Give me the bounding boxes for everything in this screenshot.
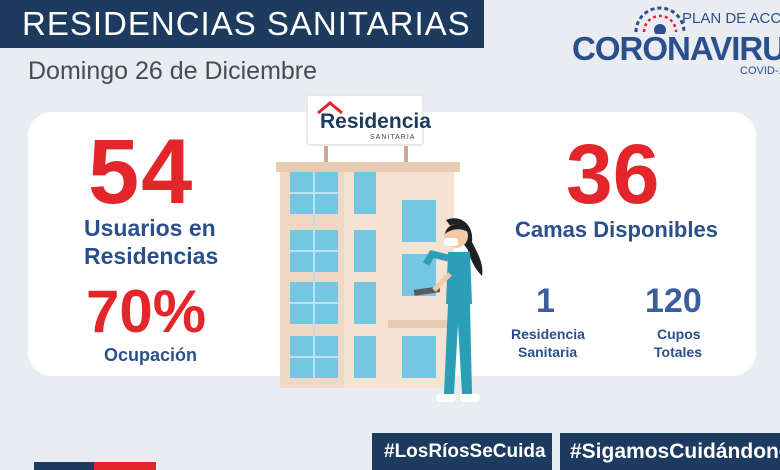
flag-stripe-red bbox=[94, 462, 156, 470]
date-label: Domingo 26 de Diciembre bbox=[28, 57, 318, 85]
building-illustration bbox=[276, 140, 460, 388]
residences-label-line1: Residencia bbox=[511, 326, 585, 342]
flag-stripe-blue bbox=[34, 462, 94, 470]
slots-label-line2: Totales bbox=[654, 344, 702, 360]
sign-name: Residencia bbox=[320, 110, 431, 133]
occupancy-label: Ocupación bbox=[104, 345, 198, 365]
beds-value: 36 bbox=[566, 127, 660, 221]
slots-label-line1: Cupos bbox=[657, 326, 701, 342]
slots-value: 120 bbox=[645, 282, 702, 320]
sun-icon bbox=[634, 6, 686, 34]
users-value: 54 bbox=[88, 121, 195, 223]
logo-brand-text: CORONAVIRUS bbox=[572, 30, 780, 67]
users-label-line1: Usuarios en bbox=[84, 215, 216, 241]
page-title: RESIDENCIAS SANITARIAS bbox=[0, 0, 484, 48]
occupancy-value: 70% bbox=[86, 278, 207, 345]
hashtag-sigamos: #SigamosCuidándonos bbox=[560, 433, 780, 470]
nurse-illustration bbox=[413, 218, 483, 402]
logo-sub-text: COVID-19 bbox=[740, 65, 780, 77]
coronavirus-logo: PLAN DE ACCIÓN CORONAVIRUS COVID-19 bbox=[570, 4, 780, 77]
residences-label-line2: Sanitaria bbox=[518, 344, 578, 360]
hashtag-losrios: #LosRíosSeCuida bbox=[372, 433, 552, 470]
residencia-sign: Residencia SANITARIA bbox=[306, 94, 431, 146]
beds-label: Camas Disponibles bbox=[515, 217, 718, 242]
residences-value: 1 bbox=[536, 282, 555, 320]
users-label-line2: Residencias bbox=[84, 243, 219, 269]
sign-sub: SANITARIA bbox=[370, 134, 416, 141]
logo-plan-text: PLAN DE ACCIÓN bbox=[682, 10, 780, 27]
house-roof-icon bbox=[317, 101, 343, 114]
